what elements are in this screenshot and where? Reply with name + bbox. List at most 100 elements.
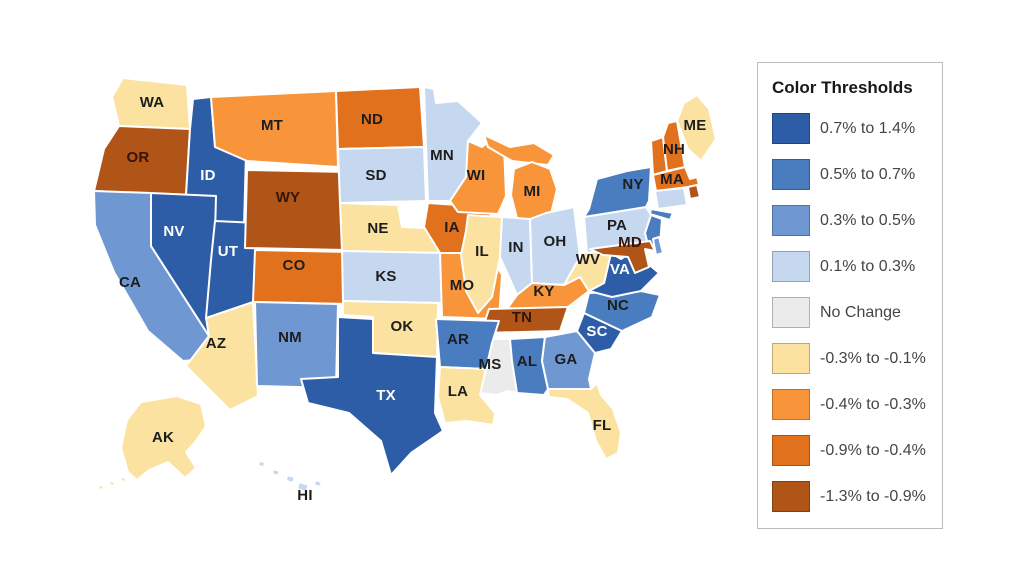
state-AK [108,480,116,487]
state-WA [111,77,191,130]
state-label-AK: AK [152,429,174,446]
state-label-CO: CO [283,257,306,274]
state-label-NC: NC [607,297,629,314]
legend-label: 0.5% to 0.7% [820,165,916,183]
legend-label: -0.4% to -0.3% [820,395,926,413]
state-label-AR: AR [447,331,469,348]
state-HI [296,481,310,493]
state-HI [257,460,266,468]
state-label-LA: LA [448,383,468,400]
state-WY [244,169,349,251]
state-label-AL: AL [517,353,537,370]
legend-swatch [772,343,810,374]
legend-row: -1.3% to -0.9% [772,481,928,512]
legend-swatch [772,113,810,144]
legend-swatch [772,297,810,328]
state-NY [649,208,674,221]
state-label-NY: NY [622,176,643,193]
state-label-SD: SD [365,167,386,184]
state-DE [652,236,664,256]
state-label-MT: MT [261,117,283,134]
state-LA [437,366,496,426]
state-SD [337,146,427,204]
legend-label: -1.3% to -0.9% [820,487,926,505]
state-label-NV: NV [163,223,184,240]
legend-row: -0.9% to -0.4% [772,435,928,466]
legend-title: Color Thresholds [772,78,913,97]
legend-row: 0.1% to 0.3% [772,251,928,282]
state-label-KY: KY [533,283,554,300]
legend-swatch [772,481,810,512]
state-label-UT: UT [218,243,238,260]
state-label-WA: WA [140,94,165,111]
state-MI [510,161,558,223]
legend-row: -0.4% to -0.3% [772,389,928,420]
state-FL [547,382,622,460]
state-label-MO: MO [450,277,475,294]
state-label-WI: WI [467,167,486,184]
legend-row: 0.3% to 0.5% [772,205,928,236]
state-HI [271,468,281,477]
state-label-WY: WY [276,189,301,206]
legend-swatch [772,435,810,466]
state-AK [97,484,105,491]
state-label-GA: GA [555,351,578,368]
state-label-MN: MN [430,147,454,164]
legend-swatch [772,389,810,420]
legend-panel: Color Thresholds 0.7% to 1.4% 0.5% to 0.7… [757,62,943,529]
legend-swatch [772,205,810,236]
state-label-IN: IN [508,239,523,256]
state-label-TN: TN [512,309,532,326]
state-label-VA: VA [610,261,630,278]
state-label-ME: ME [684,117,707,134]
state-label-AZ: AZ [206,335,226,352]
legend-swatch [772,159,810,190]
state-label-CA: CA [119,274,141,291]
state-CT [654,187,688,210]
state-label-KS: KS [375,268,396,285]
state-label-MI: MI [523,183,540,200]
state-IN [499,216,533,296]
legend-row: -0.3% to -0.1% [772,343,928,374]
state-MT [210,90,339,168]
state-label-IL: IL [475,243,489,260]
state-MD [589,240,656,274]
state-label-NE: NE [367,220,388,237]
state-label-OR: OR [127,149,150,166]
state-ME [676,94,717,162]
legend-row: No Change [772,297,928,328]
legend-row: 0.5% to 0.7% [772,159,928,190]
state-label-WV: WV [576,251,601,268]
state-AK [119,476,127,483]
state-HI [285,474,296,484]
state-NH [662,120,686,172]
state-label-PA: PA [607,217,627,234]
legend-swatch [772,251,810,282]
state-AK [120,395,207,481]
legend-label: 0.7% to 1.4% [820,119,916,137]
state-RI [687,184,701,200]
state-label-MD: MD [618,234,642,251]
state-label-HI: HI [297,487,312,504]
state-AR [435,318,500,370]
state-label-NH: NH [663,141,685,158]
legend-label: -0.9% to -0.4% [820,441,926,459]
legend-label: No Change [820,303,901,321]
legend-label: -0.3% to -0.1% [820,349,926,367]
state-label-MS: MS [479,356,502,373]
state-label-OH: OH [544,233,567,250]
state-TX [300,316,444,476]
state-label-OK: OK [391,318,414,335]
state-label-ND: ND [361,111,383,128]
legend-label: 0.1% to 0.3% [820,257,916,275]
legend-rows: 0.7% to 1.4% 0.5% to 0.7% 0.3% to 0.5% 0.1%… [772,113,928,512]
state-HI [313,479,323,488]
state-label-TX: TX [376,387,396,404]
state-label-SC: SC [586,323,607,340]
legend-label: 0.3% to 0.5% [820,211,916,229]
state-label-IA: IA [444,219,459,236]
state-label-MA: MA [660,171,684,188]
state-MI [483,134,555,166]
